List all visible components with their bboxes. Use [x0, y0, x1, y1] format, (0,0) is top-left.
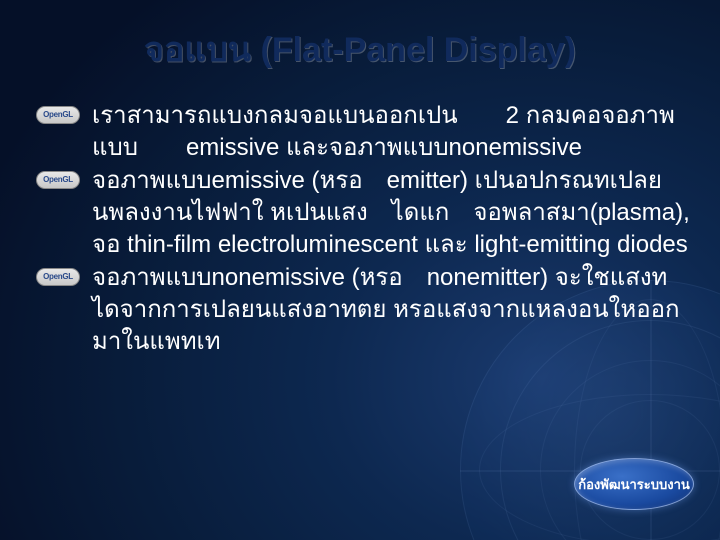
bullet-item: OpenGL จอภาพแบบemissive (หรอ emitter) เป… — [36, 165, 692, 260]
slide: จอแบน (Flat-Panel Display) OpenGL เราสาม… — [0, 0, 720, 540]
slide-title: จอแบน (Flat-Panel Display) — [0, 22, 720, 76]
opengl-icon: OpenGL — [36, 171, 80, 189]
opengl-icon: OpenGL — [36, 268, 80, 286]
slide-content: OpenGL เราสามารถแบงกลมจอแบนออกเปน 2 กลมค… — [36, 100, 692, 359]
opengl-icon: OpenGL — [36, 106, 80, 124]
bullet-text: จอภาพแบบemissive (หรอ emitter) เปนอปกรณท… — [92, 167, 690, 257]
globe-grid — [540, 360, 720, 540]
bullet-text: จอภาพแบบnonemissive (หรอ nonemitter) จะใ… — [92, 264, 680, 354]
bullet-item: OpenGL จอภาพแบบnonemissive (หรอ nonemitt… — [36, 262, 692, 357]
bullet-text: เราสามารถแบงกลมจอแบนออกเปน 2 กลมคอจอภาพแ… — [92, 102, 675, 161]
footer-badge: ก้องพัฒนาระบบงาน — [574, 458, 694, 510]
bullet-item: OpenGL เราสามารถแบงกลมจอแบนออกเปน 2 กลมค… — [36, 100, 692, 163]
